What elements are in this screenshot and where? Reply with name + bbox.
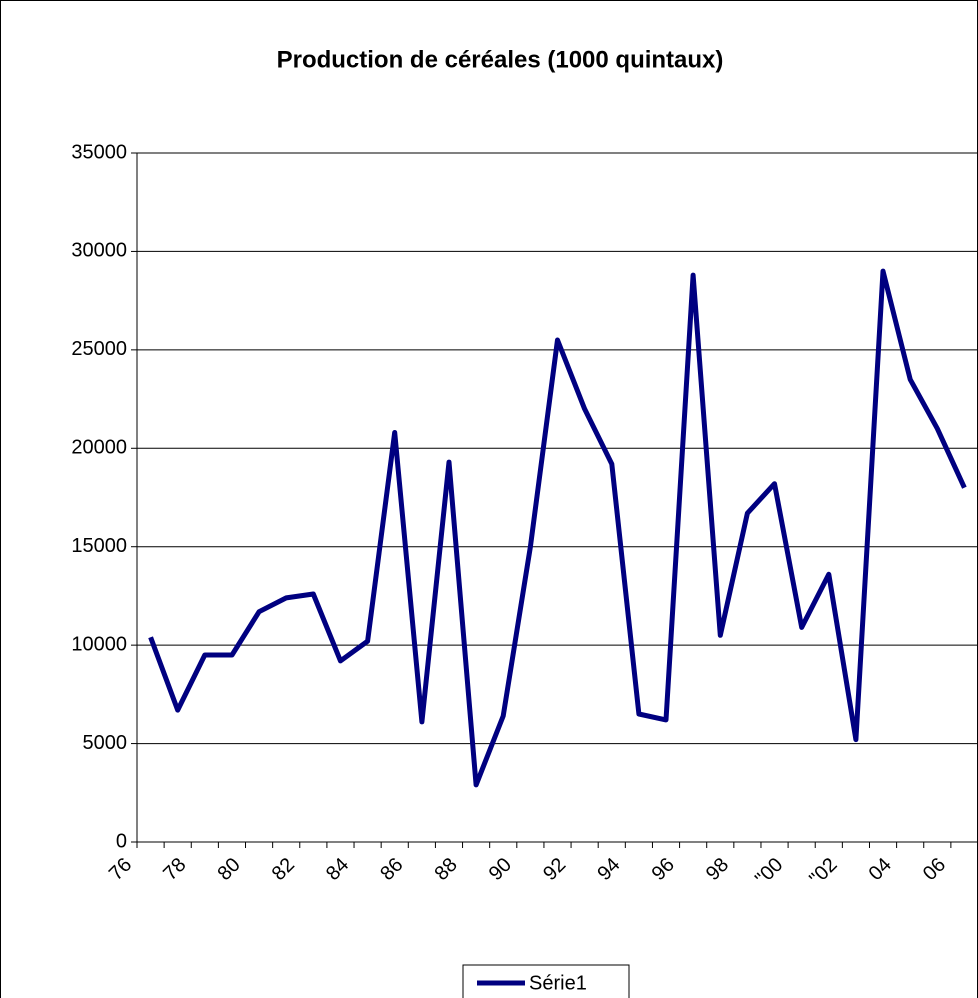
legend-label: Série1 [529, 972, 587, 994]
y-tick-label: 35000 [71, 141, 127, 163]
data-line [148, 268, 967, 788]
y-tick-label: 20000 [71, 437, 127, 459]
y-tick-label: 10000 [71, 633, 127, 655]
y-tick-label: 30000 [71, 240, 127, 262]
y-tick-label: 5000 [83, 732, 128, 754]
chart-title: Production de céréales (1000 quintaux) [277, 46, 724, 73]
y-tick-label: 25000 [71, 338, 127, 360]
y-tick-label: 15000 [71, 535, 127, 557]
y-tick-label: 0 [116, 830, 127, 852]
